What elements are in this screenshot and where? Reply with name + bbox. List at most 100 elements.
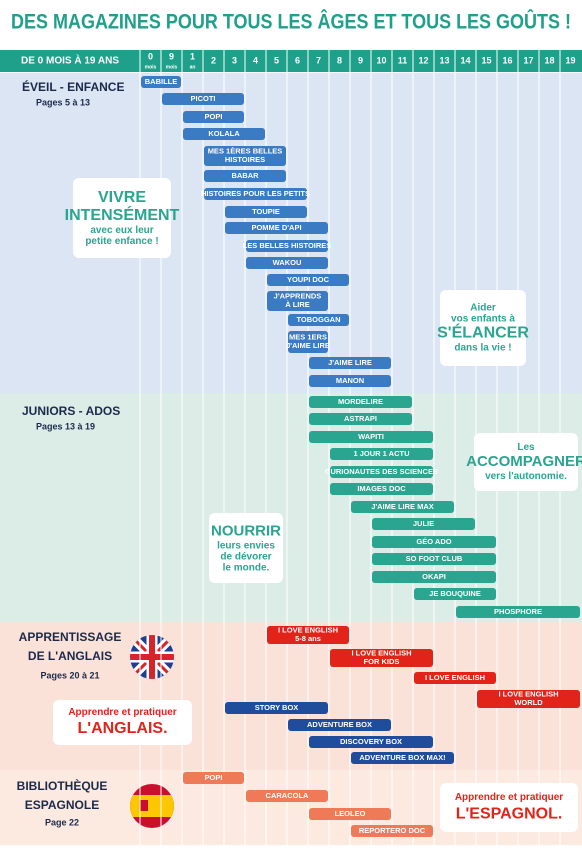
- callout-text: vos enfants à: [451, 314, 515, 325]
- column-label: 1: [190, 51, 195, 61]
- section-title: APPRENTISSAGE: [19, 630, 122, 644]
- callout-text: avec eux leur: [90, 225, 153, 236]
- magazine-label: MORDELIRE: [338, 397, 383, 406]
- column-label: 6: [295, 55, 300, 65]
- magazine-bar: [183, 128, 265, 140]
- magazine-label: MES 1ÈRES BELLES: [208, 147, 283, 156]
- column-unit: mois: [166, 64, 178, 70]
- magazine-label: J'AIME LIRE: [286, 341, 330, 350]
- magazine-bar: [309, 413, 412, 425]
- magazine-bar: [183, 111, 244, 123]
- magazine-label: SO FOOT CLUB: [406, 554, 463, 563]
- magazine-label: BABILLE: [145, 77, 178, 86]
- magazine-bar: [267, 626, 349, 644]
- magazine-bar: [372, 571, 496, 583]
- magazine-bar: [456, 606, 580, 618]
- section-title: DE L'ANGLAIS: [28, 649, 112, 663]
- magazine-bar: [414, 588, 496, 600]
- magazine-label: ADVENTURE BOX MAX!: [359, 753, 445, 762]
- section-pages: Page 22: [45, 817, 79, 827]
- column-label: 13: [439, 55, 449, 65]
- magazine-label: PICOTI: [190, 94, 215, 103]
- magazine-label: MES 1ERS: [289, 333, 327, 342]
- magazine-bar: [204, 188, 307, 200]
- callout-text: INTENSÉMENT: [65, 205, 180, 224]
- magazine-bar: [477, 690, 580, 708]
- magazine-label: 1 JOUR 1 ACTU: [354, 449, 410, 458]
- magazine-label: WAPITI: [358, 432, 384, 441]
- column-label: 15: [481, 55, 491, 65]
- magazine-bar: [246, 790, 328, 802]
- magazine-bar: [204, 170, 286, 182]
- callout-text: Apprendre et pratiquer: [455, 792, 563, 803]
- magazine-label: I LOVE ENGLISH: [498, 690, 558, 699]
- callout-text: VIVRE: [98, 189, 146, 206]
- section-title: ESPAGNOLE: [25, 798, 99, 812]
- column-label: 3: [232, 55, 237, 65]
- callout-text: dans la vie !: [454, 343, 511, 354]
- magazine-label: IMAGES DOC: [357, 484, 406, 493]
- magazine-bar: [330, 448, 433, 460]
- magazine-bar: [330, 466, 433, 478]
- section-title: ÉVEIL - ENFANCE: [22, 79, 124, 94]
- magazine-label: CARACOLA: [266, 791, 309, 800]
- magazine-label: J'APPRENDS: [274, 292, 322, 301]
- magazine-bar: [225, 222, 328, 234]
- magazine-label: FOR KIDS: [364, 657, 400, 666]
- column-label: 16: [502, 55, 512, 65]
- column-label: 9: [169, 51, 174, 61]
- callout-text: petite enfance !: [85, 236, 158, 247]
- magazine-label: JULIE: [413, 519, 434, 528]
- magazine-label: POPI: [205, 773, 223, 782]
- magazine-label: REPORTERO DOC: [359, 826, 426, 835]
- magazine-label: ADVENTURE BOX: [307, 720, 372, 729]
- magazine-bar: [267, 291, 328, 311]
- magazine-label: DISCOVERY BOX: [340, 737, 402, 746]
- section-band: [0, 393, 582, 622]
- callout-text: Apprendre et pratiquer: [68, 707, 176, 718]
- magazine-label: I LOVE ENGLISH: [351, 649, 411, 658]
- column-label: 8: [337, 55, 342, 65]
- magazine-bar: [309, 736, 433, 748]
- magazine-label: JE BOUQUINE: [429, 589, 481, 598]
- callout-box: [73, 178, 171, 258]
- magazine-label: HISTOIRES POUR LES PETITS: [201, 189, 310, 198]
- callout-text: de dévorer: [220, 552, 271, 563]
- magazine-bar: [309, 357, 391, 369]
- callout-text: Les: [517, 442, 535, 453]
- magazine-bar: [309, 431, 433, 443]
- magazine-bar: [288, 719, 391, 731]
- magazine-bar: [372, 518, 475, 530]
- magazine-bar: [351, 752, 454, 764]
- magazine-bar: [141, 76, 181, 88]
- column-label: 11: [398, 55, 408, 65]
- section-title: BIBLIOTHÈQUE: [17, 778, 108, 793]
- magazine-label: J'AIME LIRE: [328, 358, 372, 367]
- magazine-label: BABAR: [231, 171, 259, 180]
- magazine-bar: [372, 536, 496, 548]
- column-label: 18: [544, 55, 554, 65]
- magazine-bar: [183, 772, 244, 784]
- callout-box: [440, 783, 578, 832]
- column-label: 4: [253, 55, 258, 65]
- magazine-label: POMME D'API: [251, 223, 301, 232]
- magazine-label: POPI: [205, 112, 223, 121]
- column-label: 10: [376, 55, 386, 65]
- magazine-bar: [204, 146, 286, 166]
- callout-box: [53, 700, 192, 745]
- magazine-label: HISTOIRES: [225, 155, 265, 164]
- title: DES MAGAZINES POUR TOUS LES ÂGES ET TOUS…: [11, 10, 571, 34]
- magazine-bar: [351, 825, 433, 837]
- magazine-label: KOLALA: [208, 129, 240, 138]
- magazine-label: J'AIME LIRE MAX: [371, 502, 434, 511]
- column-label: 7: [316, 55, 321, 65]
- header-bar: [0, 50, 582, 72]
- magazine-label: OKAPI: [422, 572, 446, 581]
- magazine-bar: [309, 396, 412, 408]
- callout-text: leurs envies: [217, 541, 275, 552]
- magazine-bar: [414, 672, 496, 684]
- magazine-bar: [246, 240, 328, 252]
- magazine-bar: [351, 501, 454, 513]
